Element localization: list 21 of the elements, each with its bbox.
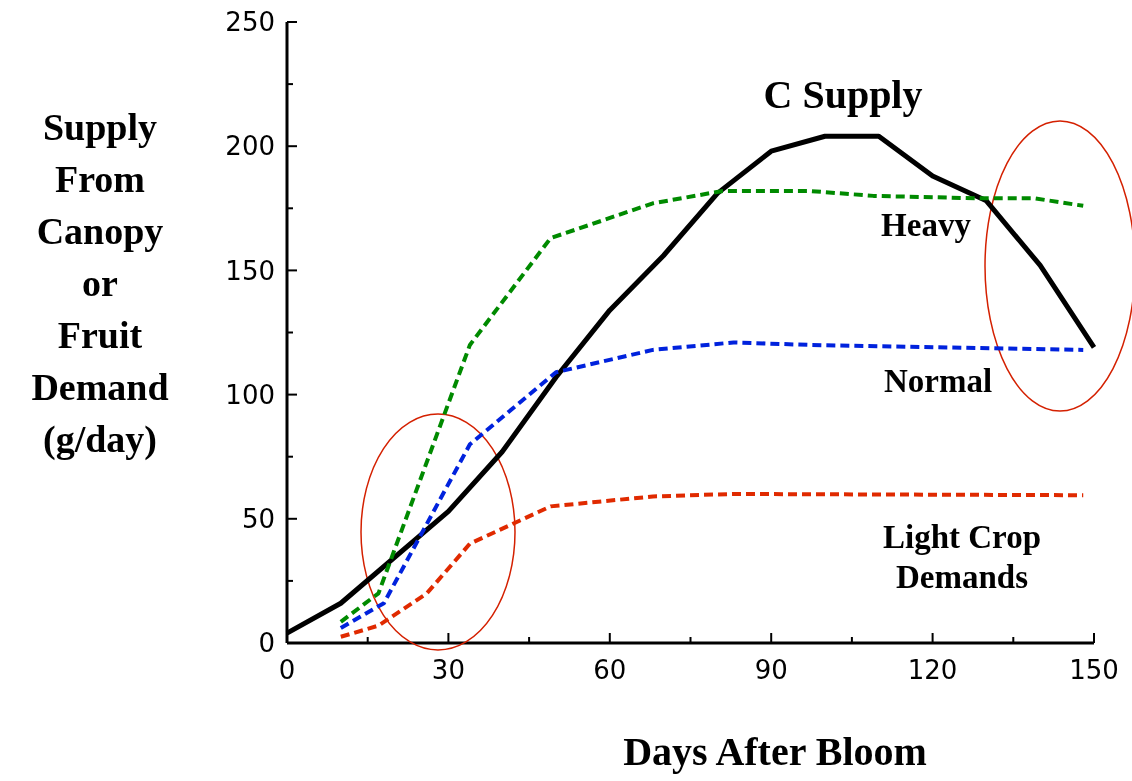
x-tick-label: 0 xyxy=(278,655,296,685)
x-tick-label: 60 xyxy=(593,655,627,685)
series-label: C Supply xyxy=(763,72,923,117)
line-series xyxy=(338,491,1086,639)
series-label: Normal xyxy=(883,363,993,399)
y-axis-title: Supply From Canopy or Fruit Demand (g/day) xyxy=(31,106,169,461)
x-axis-title: Days After Bloom xyxy=(623,729,927,774)
line-series xyxy=(338,340,1086,631)
series-label: Light Crop Demands xyxy=(882,519,1042,595)
y-tick-label: 250 xyxy=(225,7,275,38)
y-tick-label: 50 xyxy=(241,503,275,534)
x-tick-label: 90 xyxy=(754,655,788,685)
x-tick-label: 150 xyxy=(1069,655,1119,685)
x-tick-label: 120 xyxy=(907,655,958,685)
series-label: Heavy xyxy=(881,207,972,243)
x-tick-label: 30 xyxy=(431,655,465,685)
y-tick-label: 150 xyxy=(225,255,275,286)
line-series xyxy=(338,188,1086,624)
y-tick-label: 0 xyxy=(258,628,275,659)
y-tick-label: 200 xyxy=(225,131,275,162)
y-tick-label: 100 xyxy=(225,379,275,410)
